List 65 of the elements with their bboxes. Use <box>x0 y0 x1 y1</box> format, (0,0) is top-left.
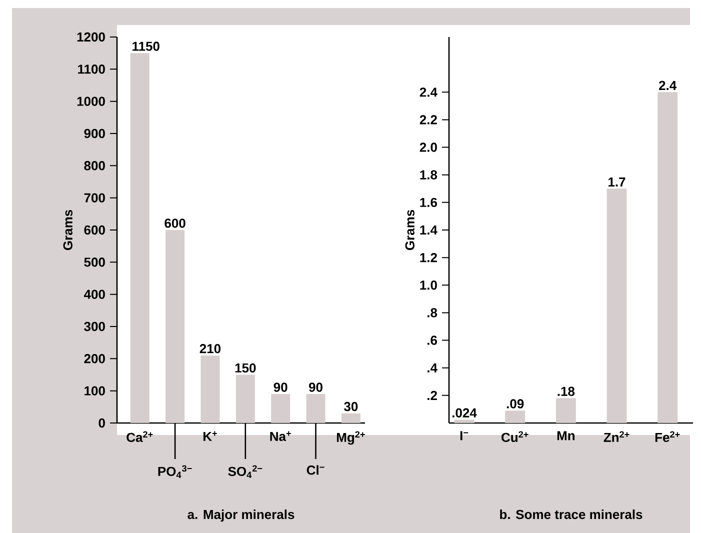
y-tick-label: 1200 <box>77 32 105 42</box>
y-tick-label: 400 <box>84 290 105 299</box>
data-label: 30 <box>344 402 358 412</box>
x-axis-title: a. Major minerals <box>188 510 294 522</box>
x-tick-label: Cu$^{2+}$ <box>502 431 528 442</box>
x-tick-label: K$^{+}$ <box>203 431 217 441</box>
y-tick-label: 700 <box>84 193 105 202</box>
y-tick-label: 500 <box>84 258 105 267</box>
bar <box>130 53 150 423</box>
y-tick-label: 1.2 <box>420 253 437 262</box>
x-tick-label: SO$_{4}$2− <box>228 465 262 478</box>
data-label: 150 <box>235 363 256 373</box>
bar <box>166 230 185 423</box>
y-tick-label: 0 <box>98 418 105 428</box>
data-label: 90 <box>274 382 288 392</box>
x-axis-title: b. Some trace minerals <box>500 510 642 520</box>
x-tick-label: Cl$^{−}$ <box>306 465 324 475</box>
data-label: 210 <box>200 344 221 354</box>
data-label: 2.4 <box>659 80 677 90</box>
y-tick-label: 900 <box>84 128 105 138</box>
y-tick-label: 1.8 <box>420 170 438 180</box>
y-axis-title: Grams <box>63 210 72 250</box>
bar <box>271 394 290 423</box>
bar <box>505 410 526 423</box>
y-tick-label: 2.0 <box>420 142 437 152</box>
bar <box>454 420 474 423</box>
x-tick-label: Ca$^{2+}$ <box>126 431 153 442</box>
y-tick-label: 100 <box>84 386 105 396</box>
bar <box>341 413 360 423</box>
x-tick-label: Mn <box>557 431 574 440</box>
data-label: 600 <box>164 218 186 228</box>
data-label: 90 <box>308 382 322 392</box>
x-tick-label: Zn$^{2+}$ <box>604 431 630 442</box>
y-tick-label: 2.4 <box>420 88 438 97</box>
bar <box>658 92 678 423</box>
y-tick-label: 800 <box>84 161 105 170</box>
data-label: 1150 <box>132 42 160 51</box>
y-tick-label: 1.0 <box>420 280 437 290</box>
y-tick-label: .6 <box>428 336 438 345</box>
x-tick-label: Mg$^{2+}$ <box>336 431 365 445</box>
y-tick-label: 600 <box>84 225 105 235</box>
x-tick-label: PO$_{4}$3− <box>158 465 192 478</box>
x-tick-label: I$^{−}$ <box>460 431 468 440</box>
y-tick-label: .2 <box>428 390 437 400</box>
x-tick-label: Na$^{+}$ <box>270 431 291 442</box>
data-label: .024 <box>452 408 477 418</box>
x-tick-label: Fe$^{2+}$ <box>655 431 680 442</box>
bar <box>236 374 255 423</box>
y-tick-label: 2.2 <box>420 115 437 124</box>
y-tick-label: 1.4 <box>420 226 438 234</box>
bar <box>200 355 220 423</box>
data-label: 1.7 <box>608 178 626 186</box>
y-tick-label: 1100 <box>78 64 105 74</box>
y-tick-label: .4 <box>428 363 438 372</box>
data-label: .09 <box>506 399 524 408</box>
y-tick-label: 300 <box>84 322 105 332</box>
y-tick-label: .8 <box>428 308 438 318</box>
bar <box>556 398 576 423</box>
y-tick-label: 1000 <box>77 96 105 106</box>
y-tick-label: 200 <box>84 354 105 364</box>
bar <box>606 188 627 423</box>
data-label: .18 <box>558 386 575 396</box>
y-axis-title: Grams <box>405 210 414 250</box>
bar <box>306 394 326 423</box>
y-tick-label: 1.6 <box>420 198 437 208</box>
